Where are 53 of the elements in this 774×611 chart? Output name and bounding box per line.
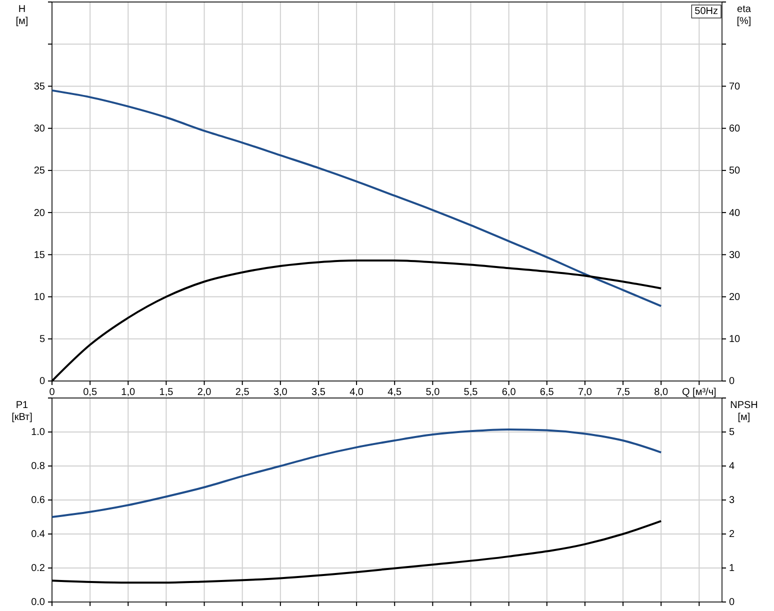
- line-series: [51, 428, 662, 518]
- y2-tick-label: 10: [729, 334, 741, 346]
- y-tick-label: 0.6: [31, 495, 46, 506]
- x-tick-label: 8,0: [654, 387, 668, 398]
- x-tick-label: 4,5: [388, 387, 402, 398]
- x-axis-title: Q [м³/ч]: [682, 387, 717, 398]
- annotation: 50Hz: [694, 6, 718, 17]
- y2-tick-label: 0: [729, 376, 735, 388]
- x-tick-label: 0: [49, 387, 56, 398]
- y2-tick-label: 5: [729, 427, 735, 438]
- y2-tick-label: 4: [729, 461, 735, 472]
- x-tick-label: 7,0: [578, 387, 592, 398]
- y2-tick-label: 50: [729, 166, 741, 177]
- y2-axis-title: NPSH [м]: [730, 400, 758, 423]
- y2-tick-label: 3: [729, 495, 735, 506]
- y-tick-label: 0.2: [31, 563, 46, 574]
- y2-tick-label: 1: [729, 563, 735, 574]
- y-tick-label: 30: [34, 124, 46, 135]
- y2-tick-label: 40: [729, 208, 741, 219]
- x-tick-label: 1,5: [159, 387, 174, 398]
- x-tick-label: 5,5: [464, 387, 478, 398]
- y-tick-label: 15: [34, 250, 46, 261]
- y-axis-title: H [м]: [16, 4, 28, 27]
- x-tick-label: 7,5: [616, 387, 630, 398]
- y-tick-label: 35: [34, 81, 46, 92]
- x-tick-label: 4,0: [350, 387, 364, 398]
- y2-axis-title: eta [%]: [736, 4, 752, 27]
- y-tick-label: 10: [34, 292, 46, 303]
- y-tick-label: 0.8: [31, 461, 46, 472]
- x-tick-label: 2,5: [235, 387, 250, 398]
- x-tick-label: 1,0: [121, 387, 136, 398]
- y-tick-label: 1.0: [31, 427, 46, 438]
- y2-tick-label: 60: [729, 124, 741, 135]
- x-tick-label: 0,5: [83, 387, 98, 398]
- y2-tick-label: 70: [729, 81, 741, 92]
- x-tick-label: 6,5: [540, 387, 554, 398]
- y-tick-label: 20: [34, 208, 46, 219]
- y2-tick-label: 0: [729, 597, 735, 608]
- x-tick-label: 3,0: [273, 387, 288, 398]
- y-tick-label: 0.0: [31, 597, 46, 608]
- y-tick-label: 25: [34, 166, 46, 177]
- y2-tick-label: 20: [729, 292, 741, 303]
- y2-tick-label: 30: [729, 250, 741, 261]
- line-series: [51, 89, 662, 308]
- x-tick-label: 6,0: [502, 387, 516, 398]
- y2-tick-label: 2: [729, 529, 735, 540]
- y-tick-label: 0.4: [31, 529, 46, 540]
- x-tick-label: 3,5: [312, 387, 326, 398]
- y-axis-title: P1 [кВт]: [12, 400, 33, 423]
- x-tick-label: 2,0: [197, 387, 212, 398]
- y-tick-label: 5: [39, 334, 46, 346]
- y-tick-label: 0: [39, 376, 46, 388]
- x-tick-label: 5,0: [426, 387, 440, 398]
